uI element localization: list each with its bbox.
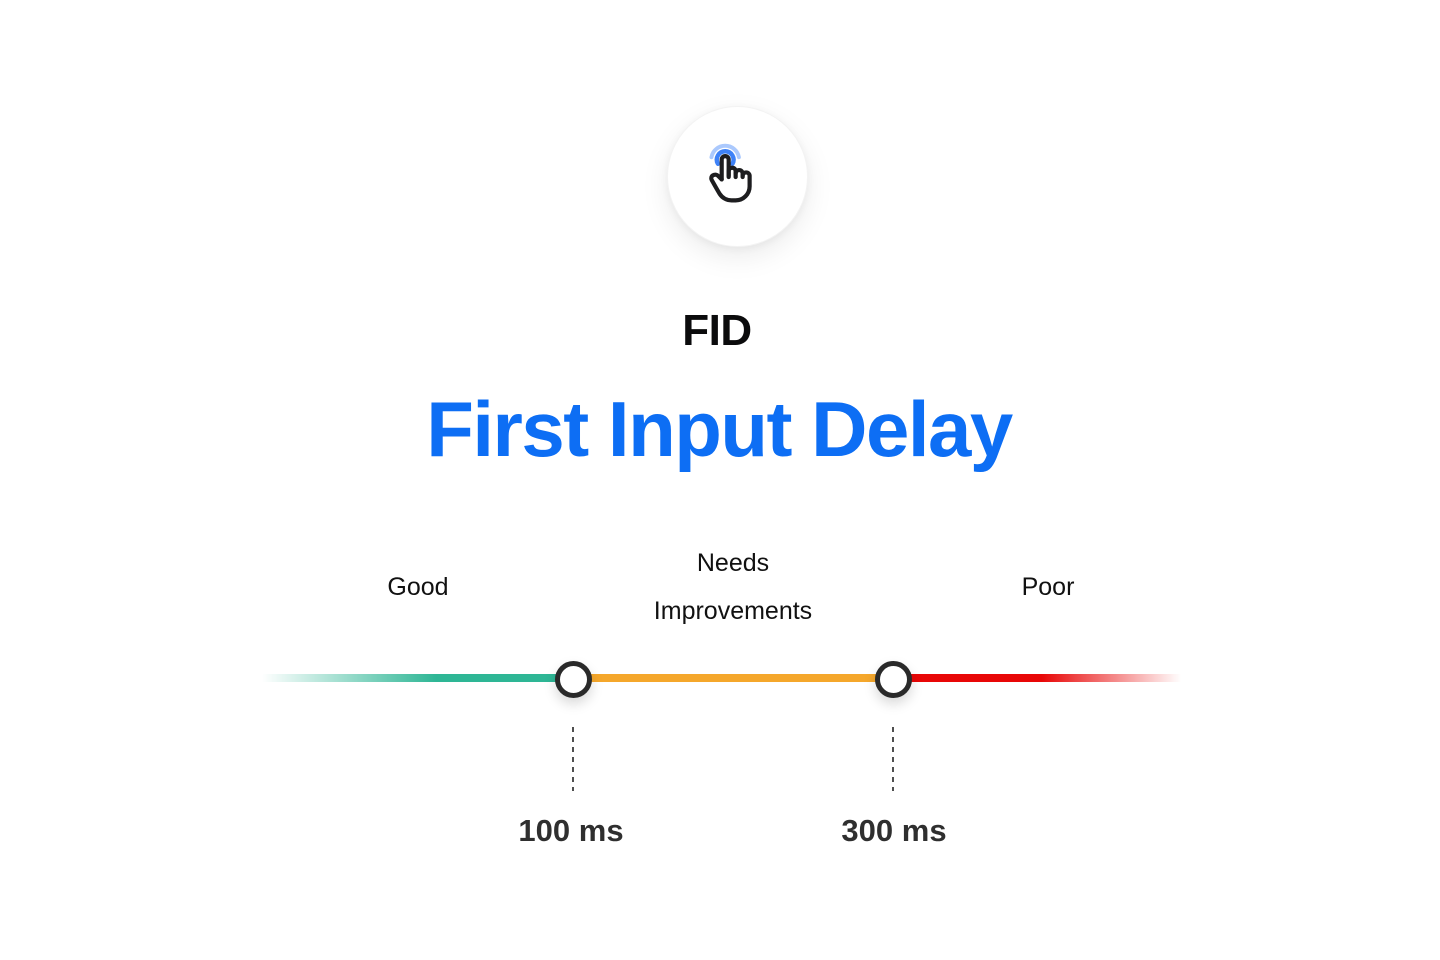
zone-segment-poor [893,674,1190,682]
tap-gesture-icon [708,143,752,202]
threshold-guide-100ms [572,727,574,791]
metric-title: First Input Delay [426,385,1013,473]
zone-label-needs-improvements: Needs Improvements [653,549,813,625]
tap-icon-badge [667,106,808,247]
threshold-label-300ms: 300 ms [841,813,947,848]
zone-label-good: Good [387,573,449,601]
threshold-marker-100ms [555,661,592,698]
threshold-label-100ms: 100 ms [518,813,624,848]
scale-track [262,674,1190,682]
zone-label-poor: Poor [1021,573,1075,601]
zone-segment-good [262,674,573,682]
threshold-guide-300ms [892,727,894,791]
zone-segment-needs-improvements [573,674,893,682]
threshold-marker-300ms [875,661,912,698]
metric-abbreviation: FID [682,306,752,355]
